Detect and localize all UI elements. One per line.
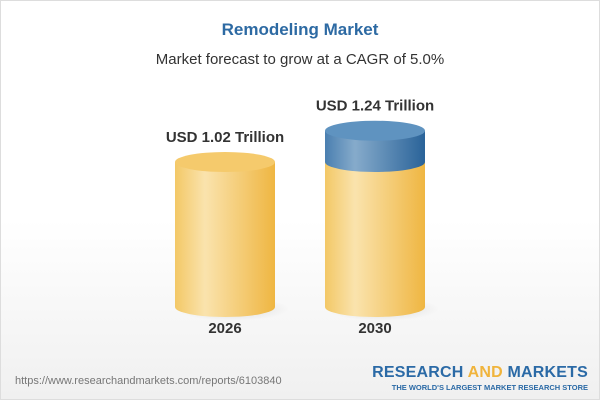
cylinder-top (325, 120, 425, 141)
cylinder-bar-2026 (175, 162, 275, 317)
x-tick-label: 2026 (208, 320, 241, 337)
cylinder-top (175, 152, 275, 172)
research-and-markets-logo: RESEARCH AND MARKETS THE WORLD'S LARGEST… (372, 364, 588, 392)
logo-tagline: THE WORLD'S LARGEST MARKET RESEARCH STOR… (391, 383, 588, 392)
x-tick-label: 2030 (358, 320, 391, 337)
cylinder-bar-2030 (325, 162, 425, 317)
source-url[interactable]: https://www.researchandmarkets.com/repor… (15, 375, 282, 387)
cylinder-chart: USD 1.02 Trillion 2026 USD 1.24 Trillion 20… (166, 98, 439, 337)
chart-title: Remodeling Market (221, 20, 379, 39)
chart-subtitle: Market forecast to grow at a CAGR of 5.0… (155, 51, 445, 68)
data-label: USD 1.24 Trillion (316, 98, 434, 115)
cylinder-growth-segment (325, 130, 425, 172)
data-label: USD 1.02 Trillion (166, 129, 284, 146)
